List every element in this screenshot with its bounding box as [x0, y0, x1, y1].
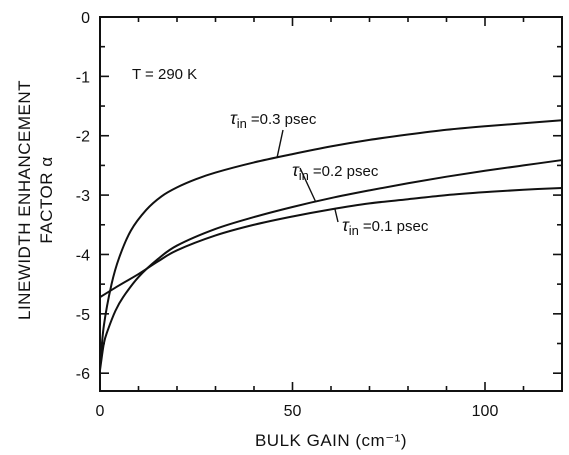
- series-tau-0-1-label-value: =0.1 psec: [363, 218, 429, 235]
- y-tick-label: -4: [76, 247, 90, 264]
- data-series: [99, 119, 563, 371]
- y-tick-label: -3: [76, 188, 90, 205]
- series-tau-0-3-leader: [276, 129, 284, 158]
- series-tau-0-2-label-symbol: τ: [292, 160, 300, 180]
- series-tau-0-1-leader: [334, 208, 339, 223]
- y-tick-label: -5: [76, 307, 90, 324]
- series-tau-0-3-label-value: =0.3 psec: [251, 111, 317, 128]
- series-tau-0-2-label-value: =0.2 psec: [313, 163, 379, 180]
- series-tau-0-3-label: τin =0.3 psec: [230, 108, 317, 131]
- axis-tick-labels: 0 -1 -2 -3 -4 -5 -6 0 50 100: [76, 10, 499, 420]
- series-tau-0-2-label-subscript: in: [299, 168, 309, 183]
- x-tick-label: 50: [284, 403, 302, 420]
- series-tau-0-1-label: τin =0.1 psec: [342, 215, 429, 238]
- y-axis-title: LINEWIDTH ENHANCEMENT FACTOR α: [15, 80, 56, 320]
- series-tau-0-2-leader: [299, 167, 317, 202]
- series-tau-0-3-label-subscript: in: [237, 116, 247, 131]
- series-tau-0-1-line: [99, 186, 563, 299]
- x-axis-title: BULK GAIN (cm⁻¹): [255, 431, 407, 450]
- y-tick-label: 0: [81, 10, 90, 27]
- y-tick-label: -2: [76, 129, 90, 146]
- axis-ticks: [99, 16, 562, 391]
- x-tick-label: 0: [96, 403, 105, 420]
- y-axis-title-line2: FACTOR α: [37, 156, 56, 243]
- temperature-annotation: T = 290 K: [132, 66, 197, 83]
- y-tick-label: -6: [76, 366, 90, 383]
- series-tau-0-3-line: [99, 119, 563, 368]
- series-tau-0-1-label-subscript: in: [349, 223, 359, 238]
- y-axis-title-line1: LINEWIDTH ENHANCEMENT: [15, 80, 34, 320]
- x-tick-label: 100: [472, 403, 499, 420]
- series-tau-0-3-label-symbol: τ: [230, 108, 238, 128]
- y-tick-label: -1: [76, 69, 90, 86]
- series-tau-0-2-label: τin =0.2 psec: [292, 160, 379, 183]
- series-tau-0-2-line: [99, 159, 563, 371]
- series-tau-0-1-label-symbol: τ: [342, 215, 350, 235]
